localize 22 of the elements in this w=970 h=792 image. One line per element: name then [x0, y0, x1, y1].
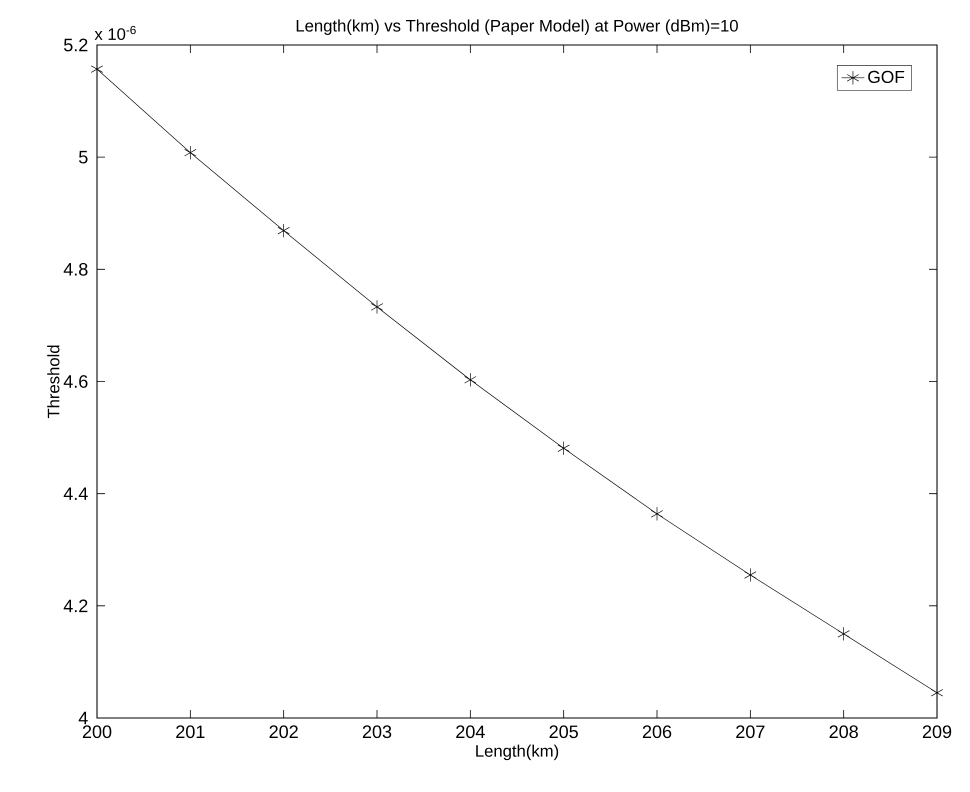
- x-tick-label: 209: [922, 725, 952, 738]
- text: x 10$^{-6}$: [94, 26, 136, 40]
- y-tick-label: 4: [78, 712, 88, 724]
- y-axis-title: Threshold: [47, 346, 60, 418]
- x-tick-label: 208: [830, 725, 858, 738]
- legend-label: GOF: [868, 70, 904, 84]
- x-tick-label: 206: [642, 725, 672, 738]
- y-tick-label: 4.4: [64, 487, 88, 500]
- y-tick-label: 4.2: [64, 600, 88, 612]
- x-tick-label: 203: [362, 725, 392, 738]
- y-tick-label: 4.8: [64, 262, 88, 276]
- y-tick-label: 4.6: [64, 375, 88, 388]
- y-tick-label: 5: [78, 150, 88, 164]
- chart-title: Length(km) vs Threshold (Paper Model) at Power (dBm)=10: [296, 19, 738, 35]
- x-tick-label: 201: [176, 725, 204, 738]
- x-tick-label: 200: [82, 725, 112, 738]
- x-tick-label: 202: [270, 725, 298, 738]
- x-tick-label: 207: [736, 725, 764, 738]
- y-tick-label: 5.2: [64, 38, 88, 52]
- x-tick-label: 205: [550, 725, 578, 738]
- x-axis-title: Length(km): [476, 744, 558, 760]
- x-tick-label: 204: [456, 725, 485, 738]
